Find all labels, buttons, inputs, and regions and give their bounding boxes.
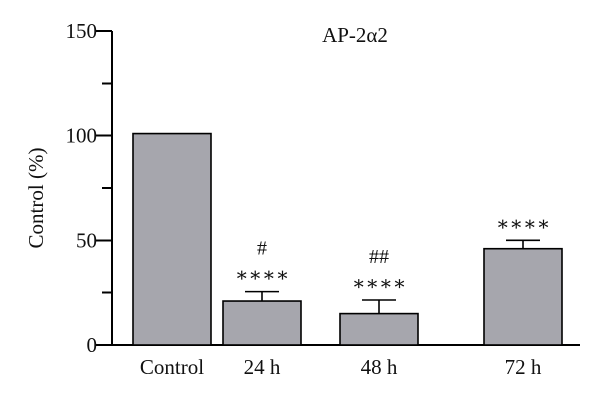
bars: [132, 132, 563, 346]
x-axis-tick-labels: Control 24 h 48 h 72 h: [140, 355, 542, 379]
bar-48-h: [339, 312, 419, 346]
bar-control: [132, 132, 212, 346]
significance-hash: #: [257, 238, 267, 260]
y-tick-label: 0: [87, 333, 98, 357]
error-bars: [245, 239, 540, 314]
y-tick-label: 50: [76, 228, 97, 252]
significance-hash: ##: [369, 246, 389, 268]
significance-stars: ∗∗∗∗: [496, 213, 550, 235]
significance-stars: ∗∗∗∗: [352, 273, 406, 295]
x-tick-label: 48 h: [361, 355, 398, 379]
y-ticks: 0 50 100 150: [66, 19, 112, 357]
x-tick-label: Control: [140, 355, 204, 379]
x-tick-label: 72 h: [505, 355, 542, 379]
significance-stars: ∗∗∗∗: [235, 265, 289, 287]
x-tick-label: 24 h: [244, 355, 281, 379]
bar-24-h: [222, 300, 302, 346]
y-axis-label: Control (%): [24, 148, 48, 249]
bar-72-h: [483, 247, 563, 346]
annotations: ∗∗∗∗ # ∗∗∗∗ ## ∗∗∗∗: [235, 213, 550, 295]
y-tick-label: 100: [66, 124, 98, 148]
chart-title: AP-2α2: [322, 23, 388, 47]
y-tick-label: 150: [66, 19, 98, 43]
